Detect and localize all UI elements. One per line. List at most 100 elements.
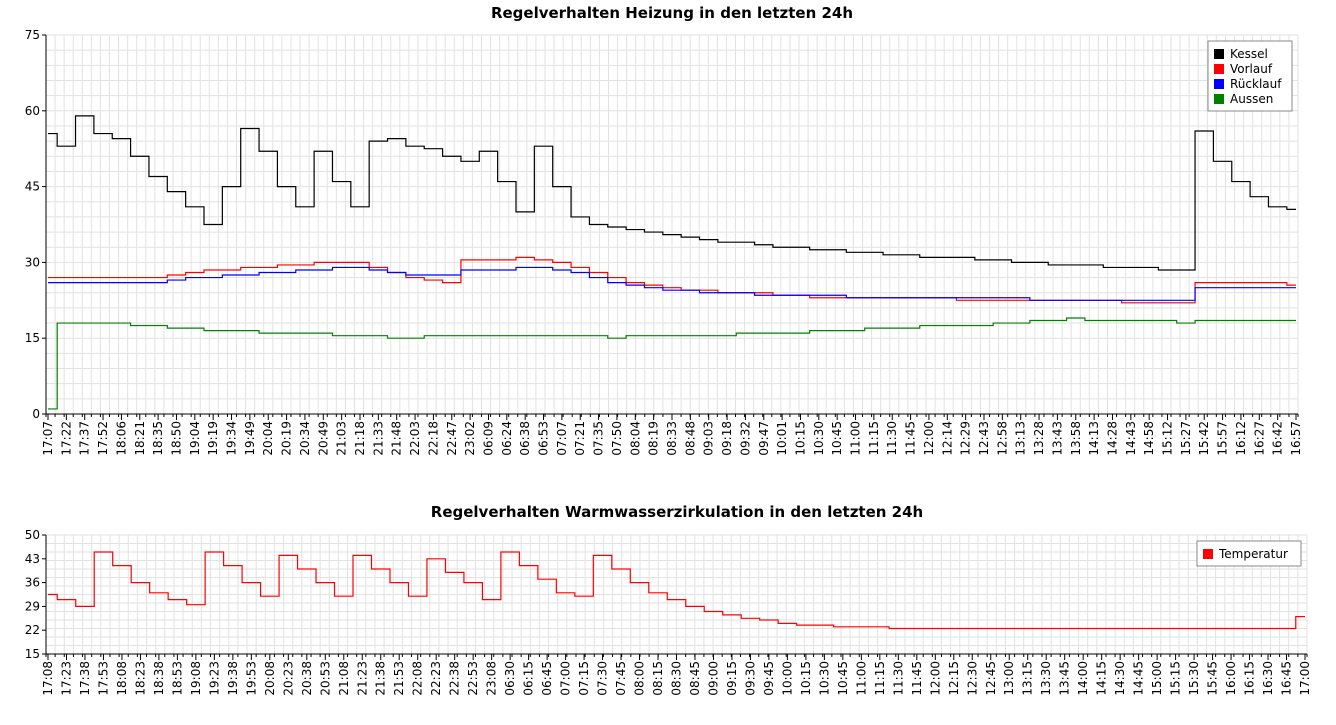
chart-1-x-tick-label: 19:04	[188, 421, 202, 456]
chart-2-x-tick-label: 13:15	[1021, 661, 1035, 696]
chart-1-y-tick-label: 15	[25, 331, 40, 345]
chart-1-x-tick-label: 06:24	[500, 421, 514, 456]
chart-2-x-tick-label: 10:30	[817, 661, 831, 696]
chart-2-x-tick-label: 08:45	[688, 661, 702, 696]
chart-2-series-temperatur-line	[48, 551, 1305, 630]
chart-1-legend-swatch	[1214, 49, 1224, 59]
chart-1-title: Regelverhalten Heizung in den letzten 24…	[491, 4, 853, 22]
chart-2-x-tick-label: 06:45	[540, 661, 554, 696]
chart-2-y-tick-label: 43	[25, 552, 40, 566]
chart-2-x-tick-label: 07:00	[559, 661, 573, 696]
chart-1-x-tick-label: 07:21	[573, 421, 587, 456]
chart-1-x-tick-label: 13:58	[1069, 421, 1083, 456]
chart-1-x-tick-label: 13:28	[1032, 421, 1046, 456]
chart-2-x-tick-label: 21:53	[392, 661, 406, 696]
chart-1-x-tick-label: 11:45	[904, 421, 918, 456]
chart-2-x-tick-label: 09:45	[762, 661, 776, 696]
chart-1-x-tick-label: 11:15	[867, 421, 881, 456]
chart-2-x-tick-label: 20:38	[300, 661, 314, 696]
chart-1-x-tick-label: 18:06	[114, 421, 128, 456]
chart-1-x-tick-label: 19:34	[225, 421, 239, 456]
chart-2-x-tick-label: 17:23	[59, 661, 73, 696]
chart-1-x-tick-label: 20:49	[316, 421, 330, 456]
chart-2-x-tick-label: 06:15	[522, 661, 536, 696]
chart-2-x-tick-label: 11:30	[891, 661, 905, 696]
chart-2-x-tick-label: 12:00	[928, 661, 942, 696]
chart-2-x-tick-label: 15:45	[1206, 661, 1220, 696]
chart-2-x-tick-label: 18:53	[170, 661, 184, 696]
chart-1-x-tick-label: 23:02	[463, 421, 477, 456]
chart-2-x-tick-label: 18:08	[115, 661, 129, 696]
chart-1-x-tick-label: 12:58	[995, 421, 1009, 456]
chart-1-y-tick-label: 75	[25, 28, 40, 42]
chart-2-x-tick-label: 06:30	[503, 661, 517, 696]
chart-1-legend-label: Vorlauf	[1230, 62, 1273, 76]
chart-1-x-tick-label: 14:13	[1087, 421, 1101, 456]
chart-2-x-tick-label: 08:15	[651, 661, 665, 696]
chart-2-x-tick-label: 22:23	[429, 661, 443, 696]
chart-2-x-tick-label: 08:00	[633, 661, 647, 696]
chart-1-x-tick-label: 18:35	[151, 421, 165, 456]
chart-2-y-tick-label: 15	[25, 647, 40, 661]
chart-2-x-tick-label: 19:08	[189, 661, 203, 696]
chart-2-x-tick-label: 18:38	[152, 661, 166, 696]
chart-2-x-tick-label: 15:15	[1169, 661, 1183, 696]
chart-1-x-tick-label: 20:19	[280, 421, 294, 456]
chart-1-x-tick-label: 13:43	[1050, 421, 1064, 456]
chart-1-y-tick-label: 30	[25, 255, 40, 269]
chart-1-x-tick-label: 12:00	[922, 421, 936, 456]
chart-1-x-tick-label: 18:50	[169, 421, 183, 456]
chart-2-y-tick-label: 22	[25, 623, 40, 637]
chart-2-x-tick-label: 15:30	[1187, 661, 1201, 696]
chart-2-x-tick-label: 17:38	[78, 661, 92, 696]
chart-2-x-tick-label: 10:15	[799, 661, 813, 696]
chart-1-x-tick-label: 21:33	[371, 421, 385, 456]
chart-2-x-tick-label: 16:30	[1261, 661, 1275, 696]
chart-2-x-tick-label: 22:38	[448, 661, 462, 696]
chart-2-x-tick-label: 11:15	[873, 661, 887, 696]
chart-1-x-tick-label: 09:47	[757, 421, 771, 456]
chart-2-x-tick-label: 07:15	[577, 661, 591, 696]
chart-1-y-tick-label: 0	[32, 407, 40, 421]
chart-2-x-tick-label: 18:23	[133, 661, 147, 696]
chart-1-x-tick-label: 16:12	[1234, 421, 1248, 456]
chart-1-x-tick-label: 19:49	[243, 421, 257, 456]
chart-1-x-tick-label: 17:37	[78, 421, 92, 456]
chart-2-x-tick-label: 13:45	[1058, 661, 1072, 696]
chart-2-x-tick-label: 22:08	[411, 661, 425, 696]
chart-1-x-tick-label: 06:53	[537, 421, 551, 456]
chart-1-x-tick-label: 14:28	[1105, 421, 1119, 456]
chart-2-x-tick-label: 07:45	[614, 661, 628, 696]
chart-1-x-tick-label: 07:07	[555, 421, 569, 456]
chart-1-x-tick-label: 17:52	[96, 421, 110, 456]
chart-2-y-tick-label: 29	[25, 599, 40, 613]
chart-2-x-tick-label: 19:38	[226, 661, 240, 696]
chart-1-x-tick-label: 16:42	[1271, 421, 1285, 456]
chart-2-x-tick-label: 14:15	[1095, 661, 1109, 696]
chart-1-x-tick-label: 08:19	[647, 421, 661, 456]
chart-2-x-tick-label: 14:00	[1076, 661, 1090, 696]
chart-1-y-tick-label: 60	[25, 104, 40, 118]
chart-2-legend-swatch	[1203, 549, 1213, 559]
chart-2-x-tick-label: 09:00	[706, 661, 720, 696]
chart-1-x-tick-label: 07:50	[610, 421, 624, 456]
chart-1-series-rcklauf-line	[48, 266, 1296, 301]
chart-2-x-tick-label: 21:38	[374, 661, 388, 696]
chart-2-x-tick-label: 11:45	[910, 661, 924, 696]
chart-1-x-tick-label: 16:27	[1252, 421, 1266, 456]
chart-1-x-tick-label: 22:47	[445, 421, 459, 456]
chart-1-legend-label: Aussen	[1230, 92, 1273, 106]
chart-1-x-tick-label: 21:03	[335, 421, 349, 456]
chart-1-x-tick-label: 15:27	[1179, 421, 1193, 456]
chart-1-x-tick-label: 18:21	[133, 421, 147, 456]
chart-2-x-tick-label: 11:00	[854, 661, 868, 696]
chart-1-x-tick-label: 11:30	[885, 421, 899, 456]
chart-1-x-tick-label: 10:15	[793, 421, 807, 456]
chart-2-y-tick-label: 50	[25, 528, 40, 542]
chart-2-x-tick-label: 17:53	[96, 661, 110, 696]
chart-1-series-kessel-line	[48, 115, 1296, 271]
chart-1-x-tick-label: 08:04	[628, 421, 642, 456]
chart-1-legend-label: Kessel	[1230, 47, 1268, 61]
chart-1-x-tick-label: 15:42	[1197, 421, 1211, 456]
